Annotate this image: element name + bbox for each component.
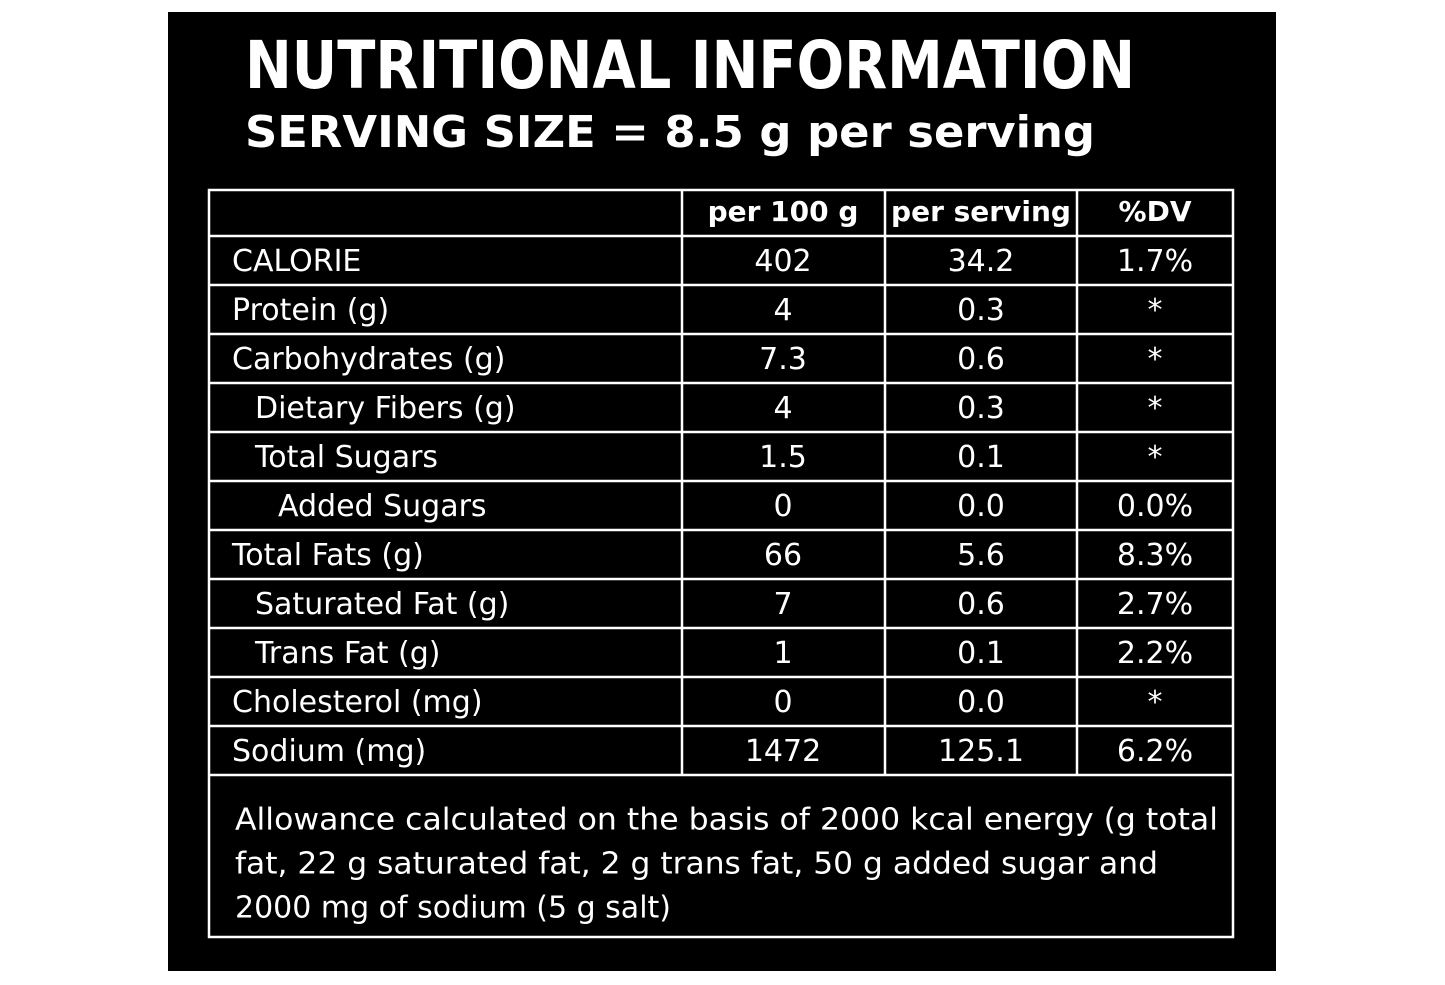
- cell-value: *: [1148, 440, 1163, 475]
- row-label: Protein (g): [232, 293, 389, 328]
- cell-value: 125.1: [938, 734, 1024, 769]
- row-label: Total Sugars: [254, 440, 438, 475]
- table-frame: [207, 188, 1235, 939]
- cell-value: 0.3: [957, 391, 1005, 426]
- panel: [168, 12, 1276, 971]
- cell-value: 1: [773, 636, 792, 671]
- cell-value: 402: [754, 244, 811, 279]
- cell-value: 2.2%: [1117, 636, 1193, 671]
- cell-value: 4: [773, 293, 792, 328]
- cell-value: 0.6: [957, 342, 1005, 377]
- row-label: Dietary Fibers (g): [255, 391, 516, 426]
- row-label: Saturated Fat (g): [255, 587, 509, 622]
- row-label: CALORIE: [232, 244, 361, 279]
- cell-value: 0.0: [957, 685, 1005, 720]
- cell-value: 0.0%: [1117, 489, 1193, 524]
- cell-value: *: [1148, 685, 1163, 720]
- cell-value: 7: [773, 587, 792, 622]
- column-header: %DV: [1119, 195, 1192, 228]
- row-label: Trans Fat (g): [254, 636, 440, 671]
- column-header: per 100 g: [708, 195, 859, 228]
- row-label: Total Fats (g): [231, 538, 424, 573]
- cell-value: *: [1148, 391, 1163, 426]
- cell-value: 0.1: [957, 636, 1005, 671]
- cell-value: 0.6: [957, 587, 1005, 622]
- footnote-line: Allowance calculated on the basis of 200…: [235, 803, 1218, 838]
- cell-value: 1472: [745, 734, 821, 769]
- cell-value: 1.7%: [1117, 244, 1193, 279]
- cell-value: 66: [764, 538, 802, 573]
- cell-value: *: [1148, 293, 1163, 328]
- cell-value: 2.7%: [1117, 587, 1193, 622]
- cell-value: 0.0: [957, 489, 1005, 524]
- row-label: Added Sugars: [278, 489, 487, 524]
- row-label: Carbohydrates (g): [232, 342, 505, 377]
- cell-value: 0: [773, 489, 792, 524]
- cell-value: 0: [773, 685, 792, 720]
- cell-value: 5.6: [957, 538, 1005, 573]
- row-label: Cholesterol (mg): [232, 685, 483, 720]
- cell-value: 8.3%: [1117, 538, 1193, 573]
- cell-value: 0.1: [957, 440, 1005, 475]
- cell-value: 7.3: [759, 342, 807, 377]
- subtitle: SERVING SIZE = 8.5 g per serving: [245, 107, 1095, 158]
- footnote-line: fat, 22 g saturated fat, 2 g trans fat, …: [235, 847, 1158, 882]
- cell-value: *: [1148, 342, 1163, 377]
- title: NUTRITIONAL INFORMATION: [245, 27, 1135, 104]
- column-header: per serving: [891, 195, 1071, 228]
- cell-value: 4: [773, 391, 792, 426]
- cell-value: 0.3: [957, 293, 1005, 328]
- cell-value: 6.2%: [1117, 734, 1193, 769]
- cell-value: 34.2: [948, 244, 1015, 279]
- cell-value: 1.5: [759, 440, 807, 475]
- row-label: Sodium (mg): [232, 734, 426, 769]
- footnote-line: 2000 mg of sodium (5 g salt): [235, 891, 671, 926]
